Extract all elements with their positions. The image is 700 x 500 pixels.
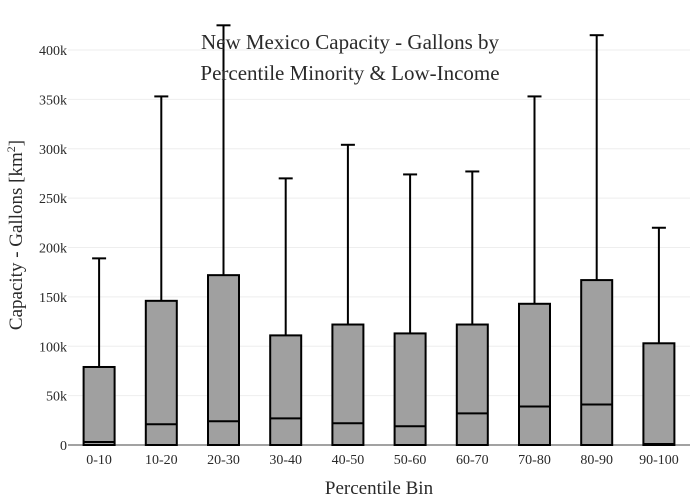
box-body <box>642 342 676 447</box>
y-tick-label: 250k <box>39 192 67 207</box>
y-tick-label: 300k <box>39 143 67 158</box>
x-tick-label: 40-50 <box>332 453 365 468</box>
y-tick-label: 50k <box>46 390 67 405</box>
x-tick-label: 20-30 <box>207 453 240 468</box>
box-body <box>393 332 427 447</box>
boxes <box>82 24 676 447</box>
y-tick-label: 400k <box>39 44 67 59</box>
chart-title-line-1: New Mexico Capacity - Gallons by <box>201 30 500 54</box>
x-tick-label: 80-90 <box>580 453 613 468</box>
x-axis-ticks: 0-10 10-20 20-30 30-40 40-50 50-60 60-70 70-80 8… <box>86 453 678 468</box>
box-60-70 <box>455 170 489 446</box>
y-axis-title: Capacity - Gallons [km2] <box>4 140 27 330</box>
y-axis-ticks: 0 50k 100k 150k 200k 250k 300k 350k 400k <box>39 44 67 454</box>
box-body <box>331 323 365 446</box>
x-tick-label: 10-20 <box>145 453 178 468</box>
y-axis-title-main: Capacity - Gallons [km <box>6 152 27 330</box>
box-50-60 <box>393 173 427 447</box>
y-axis-title-end: ] <box>6 140 27 146</box>
y-axis-title-superscript: 2 <box>4 146 18 152</box>
y-tick-label: 0 <box>60 439 67 454</box>
y-tick-label: 200k <box>39 242 67 257</box>
x-tick-label: 30-40 <box>269 453 302 468</box>
box-80-90 <box>580 34 614 446</box>
x-tick-label: 0-10 <box>86 453 112 468</box>
box-0-10 <box>82 257 116 446</box>
box-20-30 <box>207 24 240 446</box>
x-tick-label: 70-80 <box>518 453 551 468</box>
box-body <box>580 279 614 446</box>
box-40-50 <box>331 143 365 446</box>
x-tick-label: 50-60 <box>394 453 427 468</box>
chart-title-line-2: Percentile Minority & Low-Income <box>200 61 499 85</box>
box-body <box>269 334 303 447</box>
y-tick-label: 350k <box>39 93 67 108</box>
y-tick-label: 150k <box>39 291 67 306</box>
box-70-80 <box>518 95 551 446</box>
box-30-40 <box>269 177 303 447</box>
box-body <box>207 274 240 446</box>
x-tick-label: 60-70 <box>456 453 489 468</box>
box-body <box>455 323 489 446</box>
box-90-100 <box>642 226 676 447</box>
box-body <box>144 299 178 447</box>
box-10-20 <box>144 95 178 447</box>
box-body <box>518 302 551 446</box>
box-body <box>82 365 116 446</box>
y-tick-label: 100k <box>39 340 67 355</box>
x-tick-label: 90-100 <box>639 453 679 468</box>
x-axis-title: Percentile Bin <box>325 478 434 499</box>
